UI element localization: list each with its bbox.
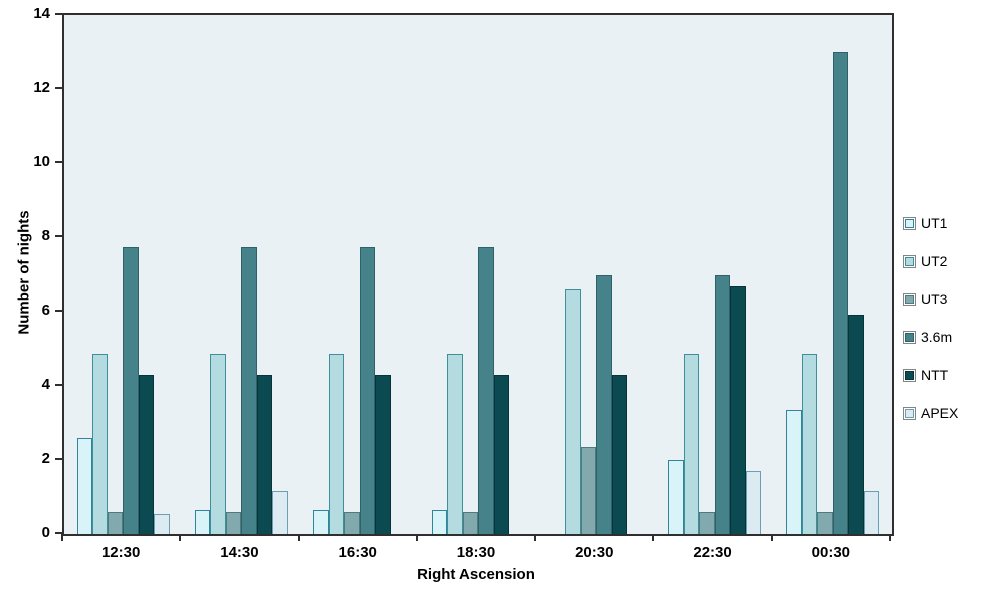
bar-ut1-12-30	[76, 437, 93, 534]
x-axis-tick	[889, 534, 891, 541]
bar-3-6m-12-30	[123, 246, 139, 534]
x-tick-label-12-30: 12:30	[101, 544, 141, 561]
bar-ut3-18-30	[462, 511, 478, 534]
x-tick-label-22-30: 22:30	[693, 544, 732, 561]
legend-label: UT3	[921, 291, 948, 307]
x-axis-tick	[652, 534, 655, 541]
legend-item-ut2: UT2	[903, 251, 958, 271]
y-tick-label: 8	[41, 227, 50, 245]
y-tick-label: 14	[33, 5, 50, 22]
y-tick-label: 0	[41, 524, 50, 541]
bar-ut1-00-30	[786, 409, 802, 534]
y-axis-tick	[55, 87, 62, 90]
chart-legend: UT1 UT2 UT3 3.6m NTT APEX	[903, 213, 958, 441]
x-axis-tick	[415, 534, 418, 541]
legend-swatch-fill	[905, 294, 914, 304]
legend-swatch-icon	[903, 216, 916, 230]
bar-ut1-14-30	[194, 509, 211, 534]
y-tick-label: 10	[33, 153, 50, 171]
bar-ut2-12-30	[92, 354, 108, 534]
bar-apex-12-30	[154, 513, 170, 534]
legend-label: UT1	[921, 215, 948, 231]
legend-swatch-fill	[905, 370, 914, 380]
x-tick-label-00-30: 00:30	[811, 544, 851, 561]
legend-label: NTT	[921, 367, 949, 383]
bar-ut2-20-30	[565, 289, 581, 534]
bar-ntt-20-30	[611, 374, 628, 534]
legend-item-apex: APEX	[903, 403, 958, 423]
bar-ut3-12-30	[107, 511, 124, 534]
x-axis-tick	[534, 534, 537, 541]
x-tick-label-14-30: 14:30	[220, 544, 259, 561]
bar-ntt-18-30	[493, 374, 509, 534]
bar-apex-00-30	[863, 491, 880, 534]
bar-3-6m-00-30	[832, 52, 849, 534]
bar-ntt-16-30	[375, 374, 391, 534]
bar-ut3-22-30	[699, 511, 715, 534]
legend-item-ut3: UT3	[903, 289, 958, 309]
bar-ut1-16-30	[313, 509, 329, 534]
x-axis-tick	[179, 534, 182, 541]
legend-label: UT2	[921, 253, 948, 269]
bar-ut1-22-30	[668, 459, 684, 534]
bar-ntt-22-30	[730, 285, 746, 534]
x-tick-label-16-30: 16:30	[338, 544, 377, 561]
bar-ut2-14-30	[210, 354, 226, 534]
bar-ut2-16-30	[328, 354, 345, 534]
y-axis-tick	[55, 161, 62, 164]
y-tick-label: 4	[41, 375, 50, 393]
bar-ut3-14-30	[225, 511, 242, 534]
y-axis-tick	[55, 532, 62, 534]
legend-swatch-icon	[903, 254, 916, 268]
bar-ut3-00-30	[817, 511, 833, 534]
y-axis-tick	[55, 457, 62, 460]
bar-ut2-00-30	[801, 354, 818, 534]
legend-label: APEX	[921, 405, 959, 421]
bar-3-6m-18-30	[478, 246, 494, 534]
bar-3-6m-14-30	[241, 246, 257, 534]
y-axis-tick	[55, 13, 62, 15]
legend-item-3-6m: 3.6m	[903, 327, 958, 347]
bar-3-6m-20-30	[596, 274, 612, 534]
legend-swatch-fill	[905, 332, 914, 342]
y-axis-title: Number of nights	[15, 210, 33, 335]
y-axis-tick	[55, 309, 62, 312]
bar-apex-14-30	[272, 491, 288, 534]
y-tick-label: 12	[33, 79, 50, 97]
x-axis-title: Right Ascension	[417, 566, 535, 583]
bar-ntt-12-30	[138, 374, 155, 534]
bar-ut1-18-30	[431, 509, 447, 534]
bar-ntt-00-30	[848, 315, 864, 534]
bar-ut3-20-30	[580, 446, 597, 534]
bar-ntt-14-30	[256, 374, 273, 534]
x-axis-tick	[61, 534, 63, 541]
y-tick-label: 6	[41, 301, 50, 319]
legend-swatch-icon	[903, 368, 916, 382]
bar-apex-22-30	[745, 470, 762, 534]
bar-3-6m-16-30	[359, 246, 376, 534]
legend-item-ut1: UT1	[903, 213, 958, 233]
legend-item-ntt: NTT	[903, 365, 958, 385]
legend-swatch-fill	[905, 218, 914, 228]
legend-swatch-icon	[903, 292, 916, 306]
bar-ut3-16-30	[344, 511, 360, 534]
y-tick-label: 2	[41, 449, 50, 467]
legend-label: 3.6m	[921, 329, 953, 345]
plot-area	[62, 13, 894, 536]
x-axis-tick	[297, 534, 300, 541]
legend-swatch-icon	[903, 406, 916, 420]
y-axis-tick	[55, 383, 62, 386]
legend-swatch-fill	[905, 256, 914, 266]
x-tick-label-18-30: 18:30	[456, 544, 496, 561]
bar-ut2-18-30	[447, 354, 463, 534]
x-axis-tick	[770, 534, 773, 541]
bar-3-6m-22-30	[714, 274, 731, 534]
legend-swatch-fill	[905, 408, 914, 418]
bar-ut2-22-30	[683, 354, 700, 534]
legend-swatch-icon	[903, 330, 916, 344]
y-axis-tick	[55, 235, 62, 238]
x-tick-label-20-30: 20:30	[575, 544, 614, 561]
